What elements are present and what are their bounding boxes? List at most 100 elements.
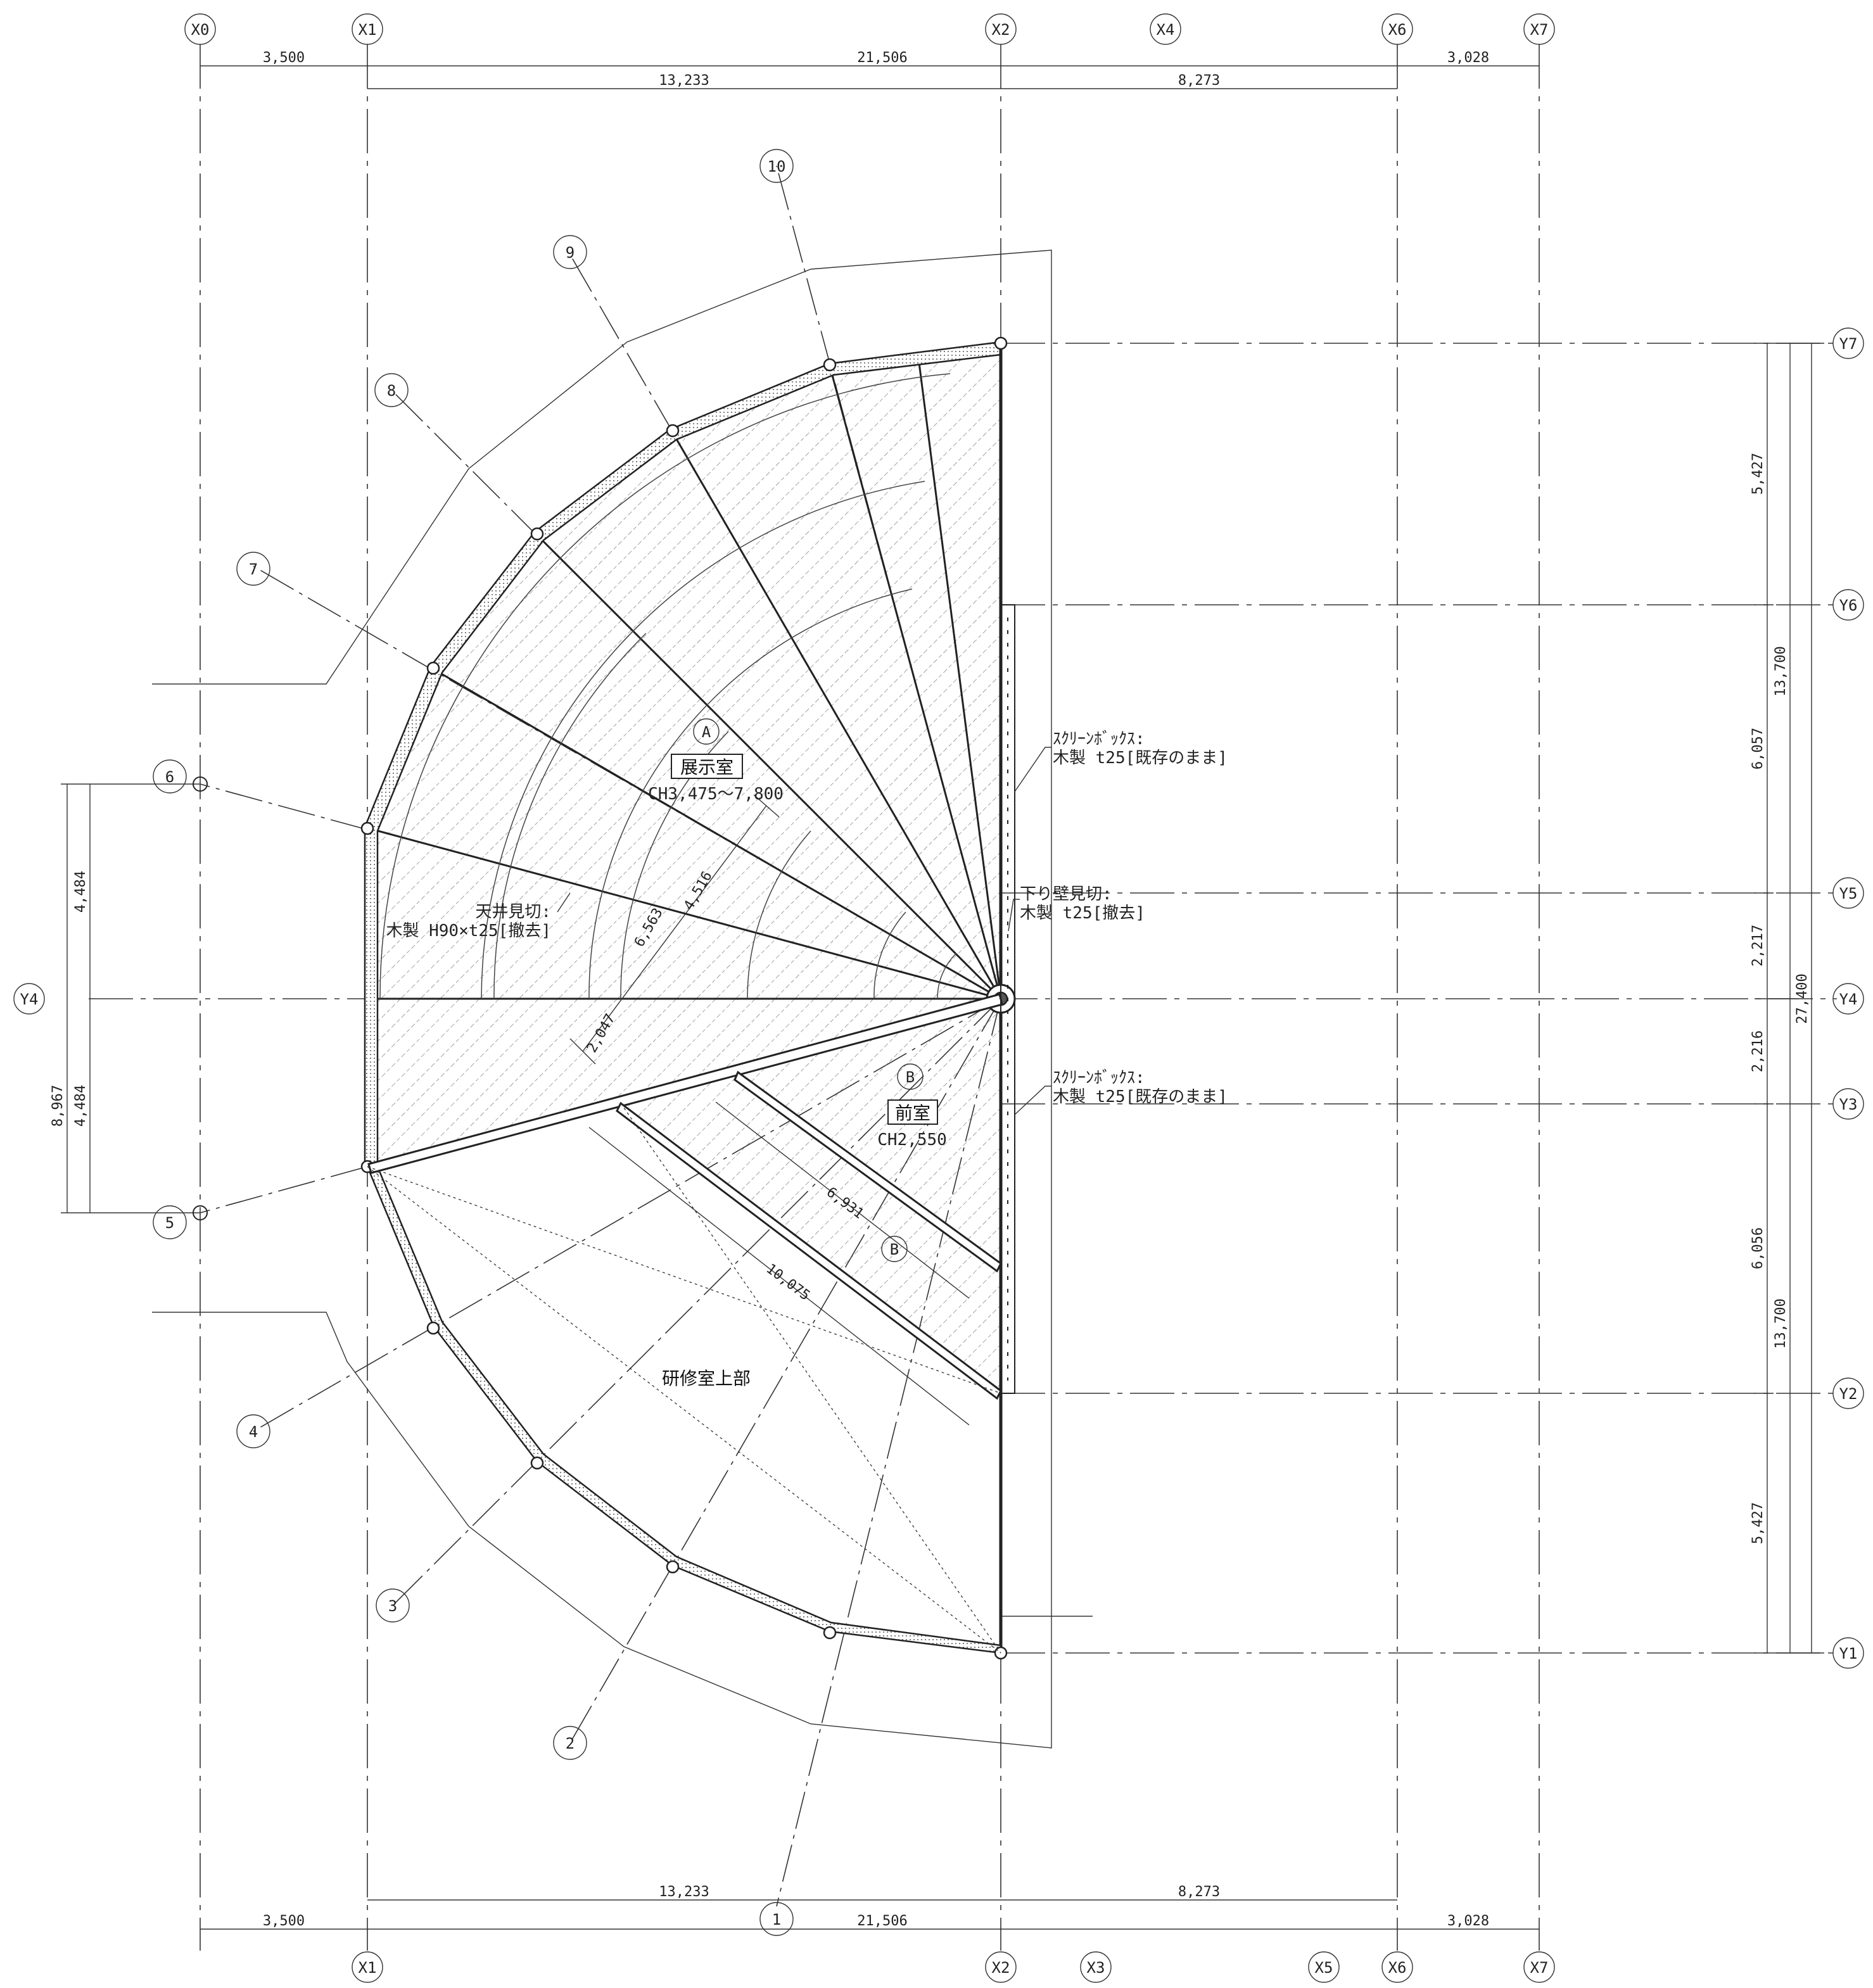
grid-bubble-y4-left	[13, 983, 45, 1015]
site-outline	[152, 250, 1093, 1749]
dimension-texts: 3,500 21,506 3,028 13,233 8,273 13,233 8…	[50, 50, 1810, 1929]
note-screen-upper-line1: ｽｸﾘｰﾝﾎﾞｯｸｽ:	[1053, 730, 1145, 749]
room-ceiling-anteroom: CH2,550	[877, 1130, 947, 1149]
radial-bubble-10	[759, 149, 794, 183]
grid-label-x3-bottom: X3	[1087, 1959, 1105, 1977]
radial-bubble-6	[153, 759, 187, 794]
note-ceiling-line2: 木製 H90×t25[撤去]	[386, 921, 551, 940]
grid-label-x1-bottom: X1	[359, 1959, 377, 1977]
radial-bubble-8	[374, 373, 409, 407]
dim-top-x0-x1: 3,500	[263, 50, 305, 66]
room-tag-b-circle	[897, 1063, 924, 1090]
grid-label-y5: Y5	[1839, 885, 1858, 902]
grid-bubble-x7	[1523, 13, 1555, 45]
dim-right-y7-y6: 5,427	[1750, 453, 1766, 495]
room-study: 研修室上部	[662, 1368, 751, 1389]
grid-bubble-x1	[352, 13, 383, 45]
dim-top-x6-x7: 3,028	[1447, 50, 1489, 66]
grid-bubble-x3-bottom	[1080, 1951, 1112, 1983]
grid-label-x7-bottom: X7	[1530, 1959, 1549, 1977]
grid-label-y7: Y7	[1839, 335, 1858, 353]
column-marker-5	[193, 1205, 208, 1220]
grid-bubble-x1-bottom	[352, 1951, 383, 1983]
dim-right-y5-y4: 2,217	[1750, 925, 1766, 966]
radial-label-8: 8	[387, 382, 396, 400]
dim-right-total: 27,400	[1794, 973, 1810, 1023]
radial-label-9: 9	[566, 244, 575, 262]
grid-bubbles-bottom: X1 X2 X3 X5 X6 X7	[352, 1951, 1555, 1983]
grid-label-x0-top: X0	[191, 21, 210, 39]
radial-dim-lines	[569, 794, 970, 1426]
dimension-lines	[61, 65, 1824, 1930]
radial-label-6: 6	[165, 768, 174, 786]
grid-label-x1-top: X1	[359, 21, 377, 39]
grid-bubble-y5	[1832, 877, 1864, 909]
grid-label-x6-top: X6	[1388, 21, 1407, 39]
grid-bubble-y1	[1832, 1637, 1864, 1669]
note-screen-upper-line2: 木製 t25[既存のまま]	[1053, 749, 1228, 768]
column-marker-6	[193, 776, 208, 792]
dim-radial-10075: 10,075	[763, 1261, 813, 1304]
note-ceiling-line1: 天井見切:	[475, 902, 551, 921]
radial-label-7: 7	[249, 560, 258, 578]
grid-label-x4-top: X4	[1157, 21, 1175, 39]
room-a: A 展示室 CH3,475～7,800	[648, 718, 784, 804]
room-name-anteroom: 前室	[895, 1103, 930, 1124]
dim-left-lower: 4,484	[73, 1085, 89, 1127]
grid-label-x2-top: X2	[992, 21, 1010, 39]
room-tag-a: A	[702, 723, 711, 741]
grid-bubble-left: Y4	[13, 983, 45, 1015]
radial-label-10: 10	[768, 158, 786, 175]
dim-top-x1-x6: 21,506	[857, 50, 907, 66]
radial-bubble-3	[376, 1588, 410, 1623]
grid-label-y6: Y6	[1839, 597, 1858, 614]
grid-bubble-y3	[1832, 1088, 1864, 1120]
grid-bubble-y2	[1832, 1377, 1864, 1409]
grid-label-x2-bottom: X2	[992, 1959, 1010, 1977]
dim-right-y2-y1: 5,427	[1750, 1502, 1766, 1544]
dim-right-y4-y1: 13,700	[1773, 1298, 1789, 1348]
radial-label-5: 5	[165, 1214, 174, 1232]
room-name-study: 研修室上部	[662, 1368, 751, 1389]
radial-bubble-2	[553, 1726, 587, 1760]
grid-label-x6-bottom: X6	[1388, 1959, 1407, 1977]
grid-bubble-y4	[1832, 983, 1864, 1015]
screen-box	[1000, 604, 1015, 1394]
grid-bubble-x2-bottom	[985, 1951, 1017, 1983]
grid-bubble-x6	[1381, 13, 1413, 45]
dim-bottom-x0-x1: 3,500	[263, 1913, 305, 1929]
dim-left-upper: 4,484	[73, 871, 89, 913]
room-tag-b2-circle	[881, 1236, 908, 1262]
grid-label-y4: Y4	[1839, 991, 1858, 1008]
exhibition-room-area	[369, 345, 1001, 1393]
radial-bubble-4	[236, 1414, 270, 1448]
grid-label-y3: Y3	[1839, 1096, 1858, 1113]
room-ceiling-exhibition: CH3,475～7,800	[648, 785, 784, 804]
grid-bubble-x7-bottom	[1523, 1951, 1555, 1983]
radial-label-2: 2	[566, 1735, 575, 1752]
grid-label-y2: Y2	[1839, 1385, 1858, 1403]
dim-right-y3-y2: 6,056	[1750, 1227, 1766, 1269]
room-name-exhibition: 展示室	[680, 757, 733, 778]
grid-label-y1: Y1	[1839, 1645, 1858, 1662]
ceiling-arcs	[379, 373, 957, 999]
room-name-frame-a	[671, 754, 743, 779]
grid-bubble-y6	[1832, 589, 1864, 621]
study-room-lines	[367, 1103, 1001, 1654]
radial-label-4: 4	[249, 1423, 258, 1441]
dim-top-x1-x2: 13,233	[659, 73, 709, 89]
note-drop-wall-line1: 下り壁見切:	[1020, 885, 1112, 904]
dim-right-y6-y5: 6,057	[1750, 728, 1766, 769]
grid-bubbles-top: X0 X1 X2 X4 X6 X7	[184, 13, 1555, 45]
dim-bottom-x1-x2: 13,233	[659, 1884, 709, 1900]
room-tag-b: B	[906, 1068, 915, 1086]
radial-axis-bubbles: 1 2 3 4 5 6 7 8 9 10	[153, 149, 794, 1936]
note-screen-lower-line1: ｽｸﾘｰﾝﾎﾞｯｸｽ:	[1053, 1068, 1145, 1087]
room-tag-a-circle	[693, 718, 720, 745]
notes: ｽｸﾘｰﾝﾎﾞｯｸｽ: 木製 t25[既存のまま] 下り壁見切: 木製 t25[…	[386, 730, 1227, 1106]
room-name-frame-b	[887, 1099, 938, 1125]
grid-bubble-x2	[985, 13, 1017, 45]
room-tag-b2: B	[890, 1241, 899, 1258]
radial-label-1: 1	[772, 1911, 781, 1928]
radial-bubble-9	[553, 235, 587, 269]
